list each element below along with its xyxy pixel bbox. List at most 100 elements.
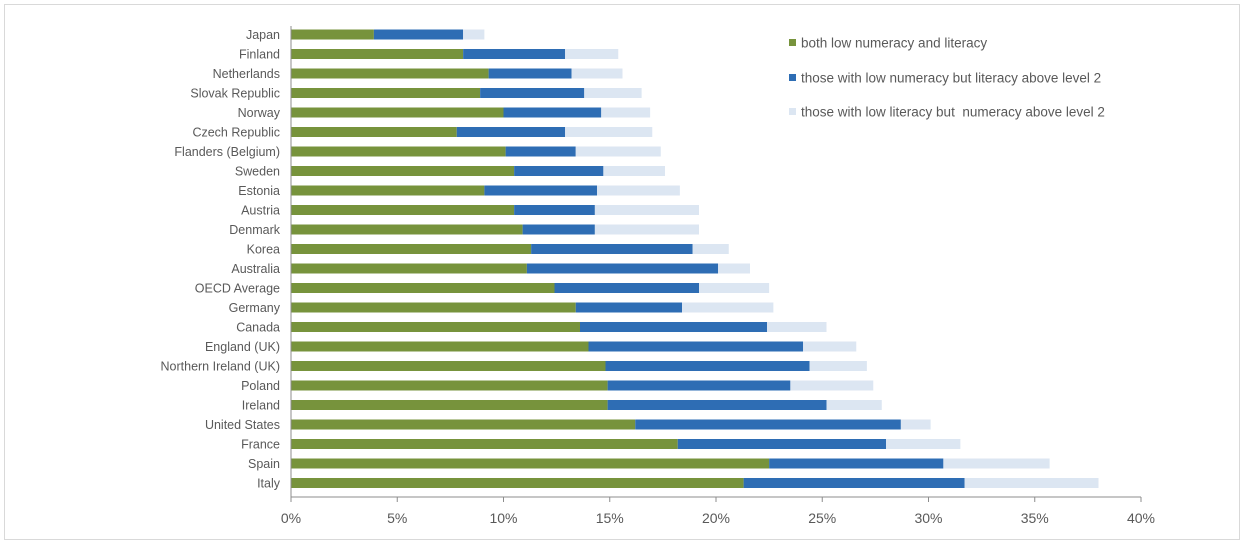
category-labels: Japan Finland Netherlands Slovak Republic No… [161,28,281,491]
category-label: Netherlands [213,67,280,81]
category-label: Sweden [235,165,280,179]
bar-segment [456,127,566,137]
category-label: United States [205,418,280,432]
legend: both low numeracy and literacy those with… [789,36,1105,120]
bar-segment [291,400,608,410]
bar-segment [900,419,931,430]
bar-segment [291,88,481,98]
category-label: Finland [239,48,280,62]
x-axis: 0% 5% 10% 15% 20% 25% 30% 35% 40% [281,26,1155,526]
bar-segment [790,380,874,391]
bar-segment [291,29,374,40]
legend-swatch [789,74,796,81]
x-tick-label: 10% [489,510,517,526]
category-label: Australia [231,262,280,276]
category-label: Estonia [238,184,280,198]
x-tick-label: 20% [702,510,730,526]
category-label: France [241,438,280,452]
bar-segment [514,205,595,215]
bar-segment [809,361,867,371]
bar-segment [718,263,750,274]
category-label: Norway [238,106,281,120]
bar-segment [480,88,585,98]
legend-swatch [789,108,796,115]
bar-segment [484,185,597,196]
bar-segment [554,283,699,293]
category-label: England (UK) [205,340,280,354]
bar-segment [607,380,791,391]
category-label: Austria [241,204,280,218]
bar-segment [291,478,744,488]
category-label: Germany [229,301,281,315]
category-label: Italy [257,477,281,491]
bar-segment [488,68,572,79]
bar-segment [580,322,767,332]
x-tick-label: 25% [808,510,836,526]
bar-segment [503,107,602,118]
bar-segment [291,49,464,59]
legend-label: those with low literacy but numeracy abo… [801,105,1105,120]
bar-segment [291,68,489,79]
bar-segment [291,341,589,352]
bar-segment [505,146,576,157]
bar-segment [291,439,678,449]
bar-segment [803,341,857,352]
bar-segment [677,439,886,449]
legend-label: both low numeracy and literacy [801,36,987,51]
bar-segment [964,478,1099,488]
bar-segment [526,263,719,274]
bar-segment [565,49,619,59]
bars-group [291,29,1099,488]
bar-segment [291,458,770,469]
legend-swatch [789,39,796,46]
bar-segment [594,224,699,235]
x-tick-label: 0% [281,510,301,526]
bar-segment [291,185,485,196]
category-label: Japan [246,28,280,42]
category-label: Spain [248,457,280,471]
bar-segment [291,419,636,430]
bar-segment [463,49,566,59]
bar-segment [584,88,642,98]
bar-segment [291,146,506,157]
bar-segment [373,29,464,40]
bar-segment [886,439,961,449]
category-label: Korea [247,243,280,257]
bar-segment [565,127,653,137]
bar-segment [597,185,680,196]
bar-segment [588,341,804,352]
bar-segment [291,380,608,391]
x-tick-label: 15% [596,510,624,526]
bar-segment [767,322,827,332]
bar-segment [692,244,729,254]
bar-segment [291,263,527,274]
bar-segment [575,146,661,157]
bar-segment [594,205,699,215]
x-tick-label: 5% [387,510,407,526]
category-label: Canada [236,321,280,335]
bar-segment [603,166,665,176]
category-label: Northern Ireland (UK) [161,360,281,374]
bar-segment [291,127,457,137]
category-label: Czech Republic [192,126,280,140]
bar-segment [635,419,901,430]
x-tick-label: 30% [914,510,942,526]
bar-segment [514,166,604,176]
category-label: Slovak Republic [190,87,280,101]
bar-segment [291,107,504,118]
bar-segment [826,400,882,410]
bar-segment [291,302,576,313]
legend-label: those with low numeracy but literacy abo… [801,71,1101,86]
bar-segment [291,224,523,235]
bar-segment [291,283,555,293]
category-label: OECD Average [195,282,280,296]
bar-segment [522,224,595,235]
category-label: Flanders (Belgium) [174,145,280,159]
bar-segment [291,244,532,254]
bar-segment [682,302,774,313]
bar-segment [743,478,965,488]
category-label: Ireland [242,399,280,413]
bar-segment [769,458,944,469]
x-tick-label: 40% [1127,510,1155,526]
